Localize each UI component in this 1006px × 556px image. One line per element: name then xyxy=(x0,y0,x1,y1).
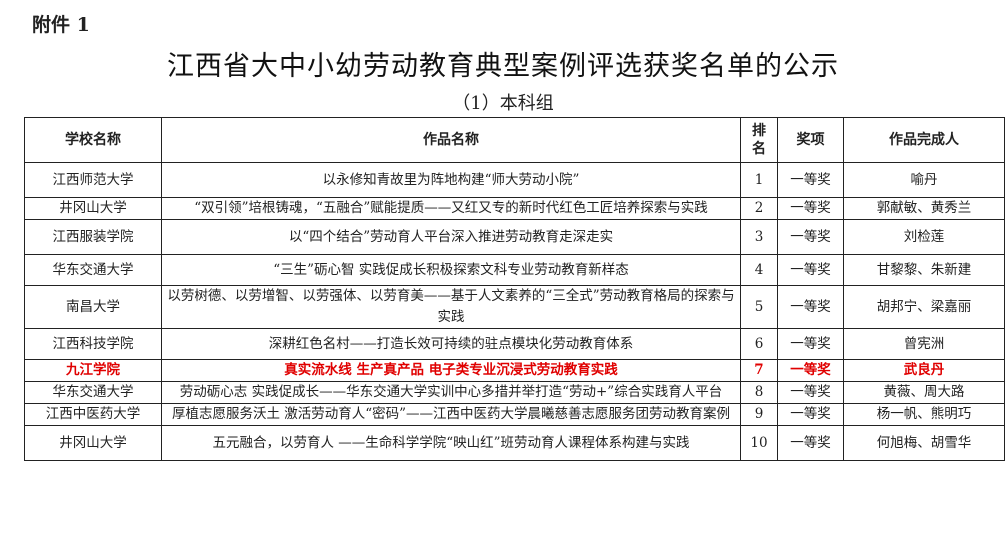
cell-work: 厚植志愿服务沃土 激活劳动育人“密码”——江西中医药大学晨曦慈善志愿服务团劳动教… xyxy=(161,403,741,426)
table-row: 江西科技学院 深耕红色名村——打造长效可持续的驻点模块化劳动教育体系 6 一等奖 曾宪洲 xyxy=(24,328,1005,360)
attachment-label: 附件 1 xyxy=(32,14,90,36)
cell-authors: 刘检莲 xyxy=(843,219,1005,255)
cell-school: 九江学院 xyxy=(24,359,162,382)
cell-rank: 7 xyxy=(740,359,778,382)
cell-rank: 5 xyxy=(740,285,778,329)
cell-work: 真实流水线 生产真产品 电子类专业沉浸式劳动教育实践 xyxy=(161,359,741,382)
cell-school: 华东交通大学 xyxy=(24,381,162,404)
cell-rank: 6 xyxy=(740,328,778,360)
cell-award: 一等奖 xyxy=(777,359,844,382)
cell-award: 一等奖 xyxy=(777,381,844,404)
cell-award: 一等奖 xyxy=(777,162,844,198)
cell-rank: 4 xyxy=(740,254,778,286)
header-authors: 作品完成人 xyxy=(843,117,1005,163)
cell-award: 一等奖 xyxy=(777,219,844,255)
cell-award: 一等奖 xyxy=(777,328,844,360)
cell-school: 江西科技学院 xyxy=(24,328,162,360)
cell-school: 江西师范大学 xyxy=(24,162,162,198)
cell-rank: 9 xyxy=(740,403,778,426)
cell-authors: 黄薇、周大路 xyxy=(843,381,1005,404)
cell-authors: 曾宪洲 xyxy=(843,328,1005,360)
cell-rank: 3 xyxy=(740,219,778,255)
cell-work: 五元融合，以劳育人 ——生命科学学院“映山红”班劳动育人课程体系构建与实践 xyxy=(161,425,741,461)
page-title: 江西省大中小幼劳动教育典型案例评选获奖名单的公示 xyxy=(167,51,839,82)
table-row: 井冈山大学 “双引领”培根铸魂，“五融合”赋能提质——又红又专的新时代红色工匠培养… xyxy=(24,197,1005,220)
header-award: 奖项 xyxy=(777,117,844,163)
cell-award: 一等奖 xyxy=(777,403,844,426)
cell-award: 一等奖 xyxy=(777,425,844,461)
cell-authors: 喻丹 xyxy=(843,162,1005,198)
header-rank: 排名 xyxy=(740,117,778,163)
cell-rank: 1 xyxy=(740,162,778,198)
table-row: 九江学院 真实流水线 生产真产品 电子类专业沉浸式劳动教育实践 7 一等奖 武良丹 xyxy=(24,359,1005,382)
cell-work: 以永修知青故里为阵地构建“师大劳动小院” xyxy=(161,162,741,198)
table-row: 江西中医药大学 厚植志愿服务沃土 激活劳动育人“密码”——江西中医药大学晨曦慈善志… xyxy=(24,403,1005,426)
cell-work: 以劳树德、以劳增智、以劳强体、以劳育美——基于人文素养的“三全式”劳动教育格局的… xyxy=(161,285,741,329)
cell-award: 一等奖 xyxy=(777,254,844,286)
cell-school: 华东交通大学 xyxy=(24,254,162,286)
cell-award: 一等奖 xyxy=(777,197,844,220)
cell-work: “双引领”培根铸魂，“五融合”赋能提质——又红又专的新时代红色工匠培养探索与实践 xyxy=(161,197,741,220)
cell-school: 江西服装学院 xyxy=(24,219,162,255)
cell-school: 江西中医药大学 xyxy=(24,403,162,426)
table-row: 南昌大学 以劳树德、以劳增智、以劳强体、以劳育美——基于人文素养的“三全式”劳动教… xyxy=(24,285,1005,329)
cell-work: 深耕红色名村——打造长效可持续的驻点模块化劳动教育体系 xyxy=(161,328,741,360)
header-school: 学校名称 xyxy=(24,117,162,163)
cell-work: 以“四个结合”劳动育人平台深入推进劳动教育走深走实 xyxy=(161,219,741,255)
cell-award: 一等奖 xyxy=(777,285,844,329)
cell-authors: 何旭梅、胡雪华 xyxy=(843,425,1005,461)
cell-work: “三生”砺心智 实践促成长积极探索文科专业劳动教育新样态 xyxy=(161,254,741,286)
cell-authors: 杨一帆、熊明巧 xyxy=(843,403,1005,426)
award-table: 学校名称 作品名称 排名 奖项 作品完成人 江西师范大学 以永修知青故里为阵地构建… xyxy=(24,117,1005,461)
table-row: 江西师范大学 以永修知青故里为阵地构建“师大劳动小院” 1 一等奖 喻丹 xyxy=(24,162,1005,198)
table-row: 华东交通大学 劳动砺心志 实践促成长——华东交通大学实训中心多措并举打造“劳动+”… xyxy=(24,381,1005,404)
cell-school: 南昌大学 xyxy=(24,285,162,329)
cell-authors: 胡邦宁、梁嘉丽 xyxy=(843,285,1005,329)
cell-school: 井冈山大学 xyxy=(24,425,162,461)
cell-rank: 2 xyxy=(740,197,778,220)
cell-authors: 郭献敏、黄秀兰 xyxy=(843,197,1005,220)
table-row: 井冈山大学 五元融合，以劳育人 ——生命科学学院“映山红”班劳动育人课程体系构建与… xyxy=(24,425,1005,461)
cell-school: 井冈山大学 xyxy=(24,197,162,220)
cell-work: 劳动砺心志 实践促成长——华东交通大学实训中心多措并举打造“劳动+”综合实践育人… xyxy=(161,381,741,404)
cell-authors: 甘黎黎、朱新建 xyxy=(843,254,1005,286)
table-row: 华东交通大学 “三生”砺心智 实践促成长积极探索文科专业劳动教育新样态 4 一等奖 甘黎… xyxy=(24,254,1005,286)
page-subtitle: （1）本科组 xyxy=(452,93,554,114)
table-row: 江西服装学院 以“四个结合”劳动育人平台深入推进劳动教育走深走实 3 一等奖 刘检莲 xyxy=(24,219,1005,255)
cell-authors: 武良丹 xyxy=(843,359,1005,382)
header-work: 作品名称 xyxy=(161,117,741,163)
cell-rank: 10 xyxy=(740,425,778,461)
table-header-row: 学校名称 作品名称 排名 奖项 作品完成人 xyxy=(24,117,1005,163)
cell-rank: 8 xyxy=(740,381,778,404)
